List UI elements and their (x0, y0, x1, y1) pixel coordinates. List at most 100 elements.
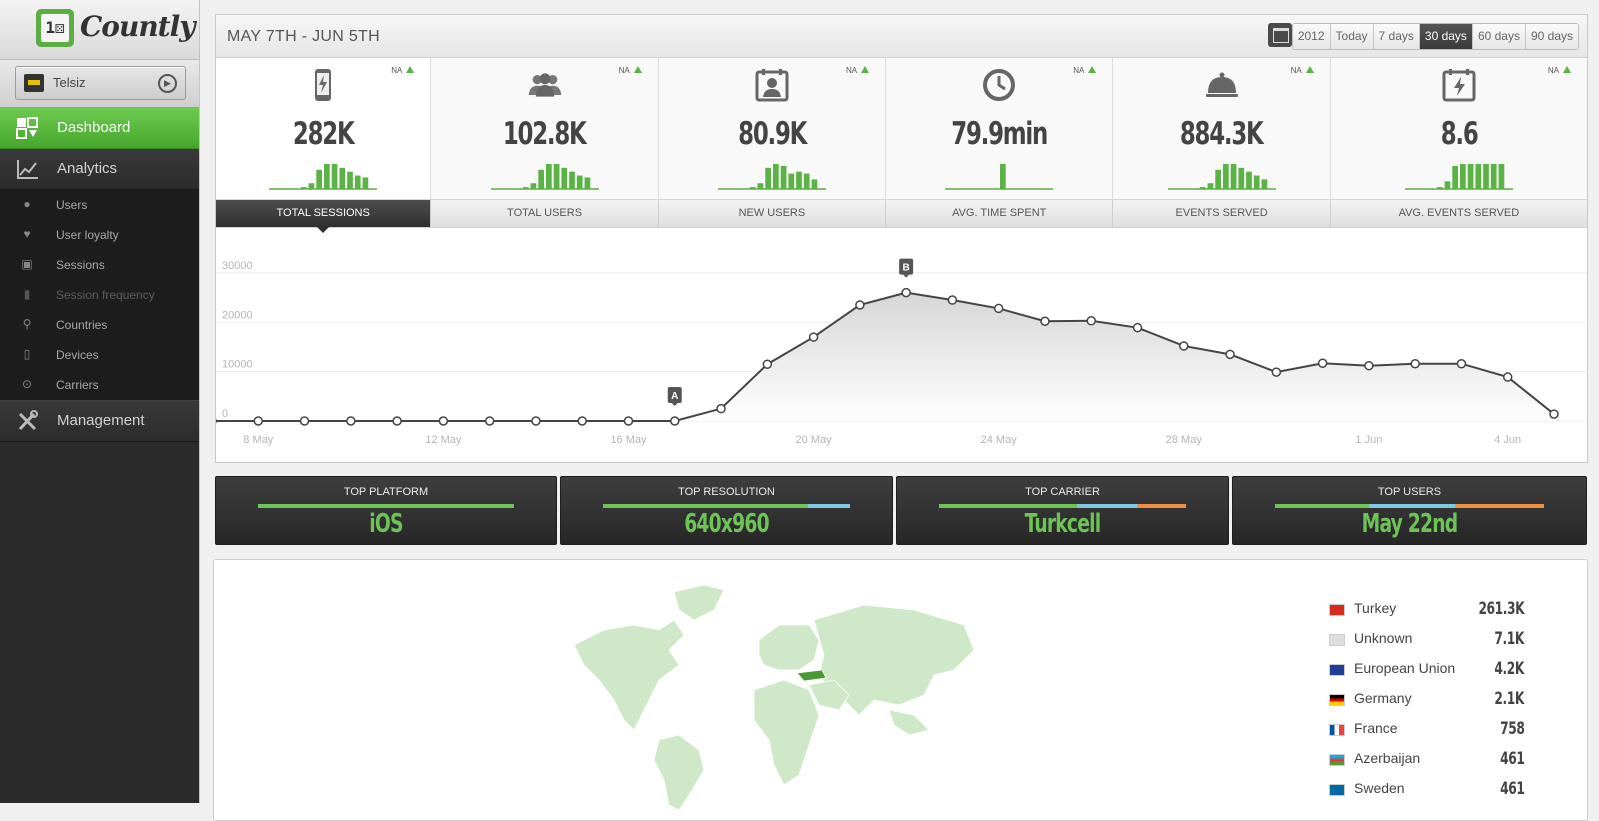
sparkline-bar (796, 171, 802, 189)
data-point[interactable] (1410, 358, 1420, 369)
tab-avg-time-spent[interactable]: AVG. TIME SPENT (885, 200, 1113, 227)
data-point[interactable] (716, 403, 726, 414)
tile-top-platform[interactable]: TOP PLATFORM iOS (215, 476, 557, 545)
list-item[interactable]: European Union 4.2K (1329, 659, 1529, 690)
data-point[interactable] (1132, 322, 1143, 333)
data-point[interactable] (1179, 341, 1189, 351)
data-point[interactable] (670, 416, 680, 426)
sidebar-item-carriers[interactable]: ⊙ Carriers (0, 370, 199, 400)
list-item[interactable]: France 758 (1329, 719, 1529, 750)
sidebar: 1⚄ Countly Telsiz ▶ Dashboard Analytics … (0, 0, 199, 803)
sparkline (490, 164, 599, 190)
period-button-90-days[interactable]: 90 days (1524, 24, 1578, 49)
play-icon[interactable]: ▶ (158, 74, 177, 93)
period-button-today[interactable]: Today (1329, 24, 1373, 49)
stat-card-events-served[interactable]: NA 884.3K (1112, 58, 1330, 199)
data-point[interactable] (346, 416, 356, 426)
sparkline-bar (749, 187, 756, 189)
tile-bar (939, 504, 1186, 508)
tile-top-users[interactable]: TOP USERS May 22nd (1232, 476, 1587, 545)
list-item[interactable]: Sweden 461 (1329, 779, 1529, 810)
tab-total-sessions[interactable]: TOTAL SESSIONS (216, 200, 431, 233)
data-point[interactable] (1317, 358, 1328, 368)
trend-up-icon (406, 66, 415, 73)
stat-card-total-sessions[interactable]: NA 282K (216, 58, 431, 199)
list-item[interactable]: Unknown 7.1K (1329, 629, 1529, 660)
tile-top-carrier[interactable]: TOP CARRIER Turkcell (896, 476, 1229, 545)
data-point[interactable] (1456, 358, 1467, 369)
data-point[interactable] (1502, 372, 1513, 382)
trend-badge: NA (846, 66, 870, 75)
data-point[interactable] (623, 416, 634, 426)
period-button-7-days[interactable]: 7 days (1372, 24, 1419, 49)
app-selector[interactable]: Telsiz ▶ (15, 66, 186, 100)
data-point[interactable] (577, 416, 587, 426)
list-item[interactable]: Germany 2.1K (1329, 689, 1529, 720)
calendar-bolt-icon (1442, 68, 1476, 102)
data-point[interactable] (947, 295, 958, 305)
tab-total-users[interactable]: TOTAL USERS (430, 200, 658, 227)
sidebar-item-users[interactable]: ● Users (0, 190, 199, 220)
annotation-pointer (671, 403, 678, 406)
sidebar-item-session-frequency[interactable]: ▮ Session frequency (0, 280, 199, 310)
sidebar-item-sessions[interactable]: ▣ Sessions (0, 250, 199, 280)
sidebar-divider (199, 0, 200, 803)
data-point[interactable] (1040, 316, 1050, 327)
data-point[interactable] (484, 416, 495, 426)
data-point[interactable] (993, 303, 1004, 314)
calendar-icon[interactable] (1268, 23, 1292, 47)
trend-up-icon (633, 66, 642, 73)
list-item[interactable]: Turkey 261.3K (1329, 599, 1529, 630)
sidebar-item-user-loyalty[interactable]: ♥ User loyalty (0, 220, 199, 250)
data-point[interactable] (1364, 360, 1374, 371)
tab-new-users[interactable]: NEW USERS (657, 200, 886, 227)
sidebar-item-countries[interactable]: ⚲ Countries (0, 310, 199, 340)
data-point[interactable] (808, 332, 819, 342)
sparkline-bar (780, 165, 787, 189)
clock-icon (982, 68, 1016, 102)
data-point[interactable] (1549, 409, 1559, 419)
series-area (216, 292, 1554, 421)
data-point[interactable] (901, 287, 911, 298)
data-point[interactable] (1086, 316, 1096, 326)
sparkline-bar (530, 183, 536, 189)
data-point[interactable] (438, 416, 449, 426)
sparkline-bar (1207, 183, 1213, 189)
data-point[interactable] (855, 300, 865, 310)
data-point[interactable] (299, 416, 310, 426)
tile-value: iOS (369, 509, 403, 539)
tab-events-served[interactable]: EVENTS SERVED (1112, 200, 1330, 227)
list-item[interactable]: Azerbaijan 461 (1329, 749, 1529, 780)
period-button-30-days[interactable]: 30 days (1418, 24, 1472, 49)
data-point[interactable] (1271, 367, 1282, 377)
chart-annotation[interactable]: B (899, 258, 914, 278)
stat-card-total-users[interactable]: NA 102.8K (430, 58, 658, 199)
stat-card-avg-events-served[interactable]: NA 8.6 (1329, 58, 1588, 199)
sparkline-bar (355, 175, 361, 189)
period-button-60-days[interactable]: 60 days (1471, 24, 1525, 49)
world-map[interactable] (564, 580, 974, 810)
data-point[interactable] (762, 359, 773, 369)
tab-avg-events-served[interactable]: AVG. EVENTS SERVED (1329, 200, 1588, 227)
data-point[interactable] (531, 416, 541, 426)
sidebar-item-dashboard[interactable]: Dashboard (0, 108, 199, 149)
country-value: 758 (1499, 719, 1525, 739)
logo[interactable]: 1⚄ Countly (0, 0, 199, 60)
period-button-2012[interactable]: 2012 (1292, 24, 1330, 49)
sparkline-bar (545, 164, 552, 189)
sidebar-item-management[interactable]: Management (0, 400, 199, 442)
stat-card-avg-time-spent[interactable]: NA 79.9min (885, 58, 1113, 199)
y-tick-label: 30000 (222, 260, 253, 272)
sidebar-item-analytics[interactable]: Analytics (0, 149, 199, 190)
sparkline-bar (301, 187, 307, 189)
tools-icon (16, 410, 40, 432)
antenna-icon: ⊙ (21, 377, 33, 391)
tile-top-resolution[interactable]: TOP RESOLUTION 640x960 (560, 476, 893, 545)
sparkline-bar (1490, 164, 1497, 189)
stat-card-new-users[interactable]: NA 80.9K (657, 58, 886, 199)
sidebar-item-devices[interactable]: ▯ Devices (0, 340, 199, 370)
chart-annotation[interactable]: A (667, 387, 682, 406)
data-point[interactable] (253, 416, 264, 426)
data-point[interactable] (392, 416, 402, 426)
data-point[interactable] (1225, 349, 1235, 360)
